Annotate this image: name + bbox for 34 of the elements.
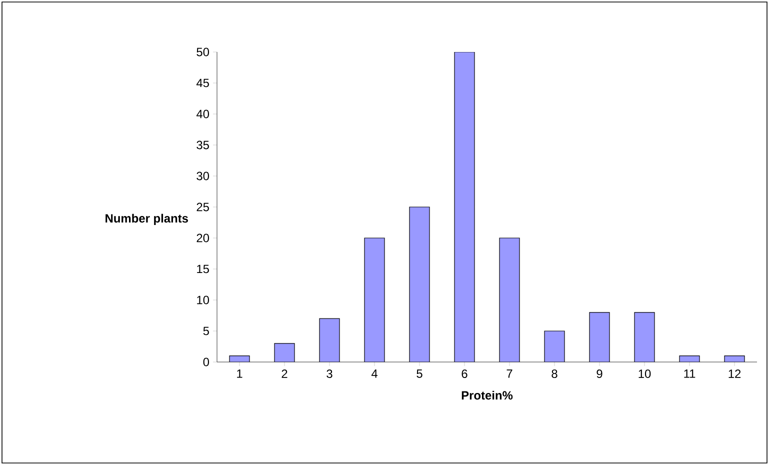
y-tick-label: 20 <box>196 234 210 242</box>
x-axis-title: Protein% <box>462 390 513 400</box>
bar <box>454 52 475 362</box>
y-tick-label: 5 <box>203 326 209 336</box>
x-tick-label: 4 <box>371 370 378 378</box>
y-tick-label: 45 <box>196 78 209 88</box>
x-tick-label: 5 <box>416 370 422 378</box>
x-tick-label: 9 <box>596 370 602 378</box>
bar <box>544 331 565 362</box>
bar <box>634 312 655 362</box>
x-tick-label: 11 <box>684 370 696 378</box>
bar <box>500 238 520 362</box>
bar <box>364 238 385 362</box>
x-tick-label: 2 <box>282 370 288 378</box>
y-tick-label: 15 <box>197 264 209 274</box>
y-tick-label: 10 <box>197 296 210 304</box>
x-tick-label: 1 <box>237 370 242 378</box>
y-tick-label: 25 <box>196 202 209 212</box>
y-tick-label: 35 <box>196 140 209 150</box>
x-tick-label: 7 <box>506 370 512 378</box>
y-tick-label: 30 <box>196 172 210 180</box>
bar <box>320 318 340 362</box>
x-tick-label: 12 <box>728 370 741 378</box>
y-tick-label: 0 <box>203 358 210 366</box>
x-tick-label: 3 <box>326 370 332 378</box>
x-tick-label: 10 <box>638 370 651 378</box>
y-tick-label: 50 <box>196 48 210 56</box>
x-tick-label: 8 <box>552 370 558 378</box>
bar <box>590 312 610 362</box>
bar <box>274 343 294 362</box>
x-tick-label: 6 <box>462 370 468 378</box>
bar <box>410 207 430 362</box>
y-axis-title: Number plants <box>106 214 188 225</box>
y-tick-label: 40 <box>196 110 210 118</box>
